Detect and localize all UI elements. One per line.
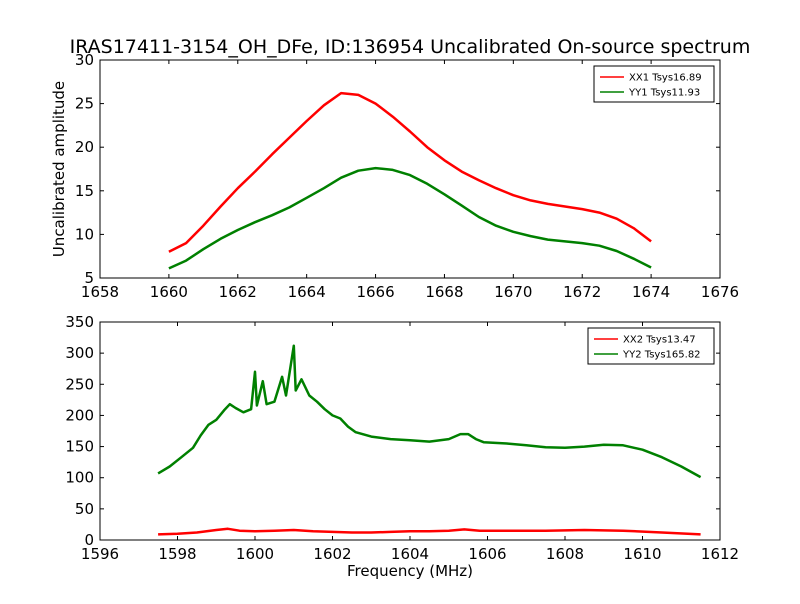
x-axis-label: Frequency (MHz) <box>347 562 473 580</box>
x-tick-label: 1608 <box>546 545 584 563</box>
x-tick-label: 1658 <box>81 283 119 301</box>
y-tick-label: 5 <box>84 269 94 287</box>
x-tick-label: 1670 <box>494 283 532 301</box>
x-tick-label: 1674 <box>632 283 670 301</box>
series-line-2-1 <box>158 527 701 536</box>
y-tick-label: 250 <box>65 375 94 393</box>
chart-panel-2: 1596 1598 1600 1602 1604 1606 1608 1610 1612 0 50 1… <box>65 313 739 580</box>
y-tick-label: 30 <box>75 51 94 69</box>
series-line-2-2 <box>157 344 702 479</box>
y-tick-label: 0 <box>84 531 94 549</box>
chart-panel-1: 1658 1660 1662 1664 1666 1668 1670 1672 1674 1676… <box>50 51 739 301</box>
x-tick-label: 1662 <box>219 283 257 301</box>
x-tick-label: 1610 <box>623 545 661 563</box>
legend: XX1 Tsys16.89 YY1 Tsys11.93 <box>593 65 715 103</box>
y-tick-label: 200 <box>65 406 94 424</box>
x-tick-label: 1604 <box>391 545 429 563</box>
y-tick-label: 300 <box>65 344 94 362</box>
y-tick-label: 10 <box>75 225 94 243</box>
x-tick-label: 1606 <box>468 545 506 563</box>
legend-entry: YY2 Tsys165.82 <box>622 350 701 361</box>
y-tick-label: 100 <box>65 469 94 487</box>
x-tick-label: 1676 <box>701 283 739 301</box>
x-tick-label: 1600 <box>236 545 274 563</box>
x-tick-label: 1672 <box>563 283 601 301</box>
legend-entry: XX1 Tsys16.89 <box>629 73 702 84</box>
y-tick-label: 25 <box>75 95 94 113</box>
y-tick-label: 150 <box>65 438 94 456</box>
legend-entry: XX2 Tsys13.47 <box>623 335 696 346</box>
legend-box <box>593 65 715 103</box>
x-tick-label: 1612 <box>701 545 739 563</box>
x-tick-label: 1598 <box>158 545 196 563</box>
x-tick-label: 1666 <box>356 283 394 301</box>
series-line-1-2 <box>168 166 652 270</box>
x-tick-label: 1664 <box>288 283 326 301</box>
x-tick-label: 1660 <box>150 283 188 301</box>
figure-title: IRAS17411-3154_OH_DFe, ID:136954 Uncalib… <box>70 36 751 58</box>
legend-entry: YY1 Tsys11.93 <box>628 88 700 99</box>
x-tick-label: 1668 <box>425 283 463 301</box>
x-tick-label: 1596 <box>81 545 119 563</box>
y-tick-label: 350 <box>65 313 94 331</box>
x-tick-label: 1602 <box>313 545 351 563</box>
plot-frame <box>99 59 721 279</box>
y-tick-label: 50 <box>75 500 94 518</box>
y-tick-label: 15 <box>75 182 94 200</box>
series-line-1-1 <box>168 91 652 253</box>
legend-box <box>587 327 715 365</box>
y-axis-label: Uncalibrated amplitude <box>50 81 68 257</box>
legend: XX2 Tsys13.47 YY2 Tsys165.82 <box>587 327 715 365</box>
y-tick-label: 20 <box>75 138 94 156</box>
